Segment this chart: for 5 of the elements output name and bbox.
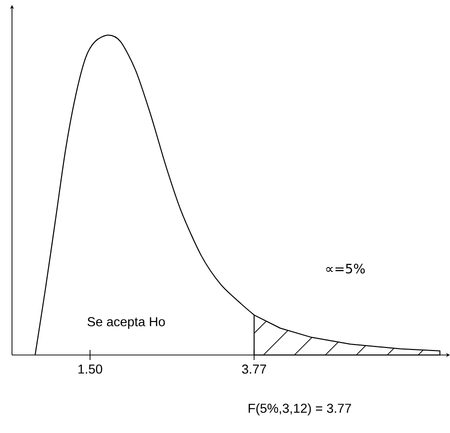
- annotation: ∝=5%: [326, 264, 365, 274]
- x-tick-label: 1.50: [78, 364, 102, 374]
- annotation: Se acepta Ho: [88, 317, 165, 329]
- text: F(5%,3,12) = 3.77: [248, 403, 352, 416]
- x-tick-label: 3.77: [242, 364, 266, 374]
